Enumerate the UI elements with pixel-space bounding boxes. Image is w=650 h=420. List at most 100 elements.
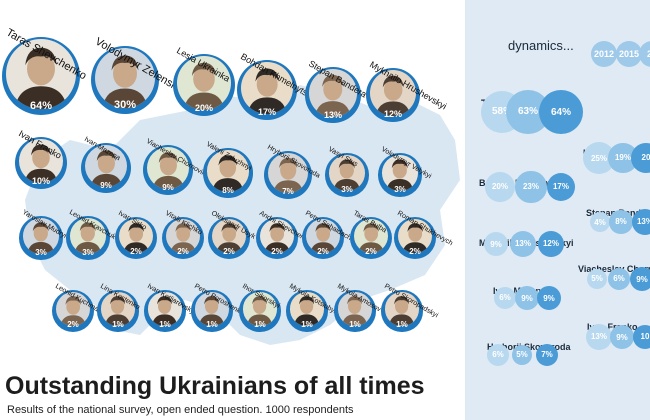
portrait-photo bbox=[70, 218, 106, 254]
percentage-label: 9% bbox=[100, 181, 112, 191]
dynamics-title: dynamics... bbox=[508, 38, 574, 53]
percentage-label: 13% bbox=[323, 109, 342, 120]
portrait-silhouette-icon bbox=[24, 144, 58, 183]
portrait-silhouette-icon bbox=[102, 55, 148, 108]
dynamics-value-circle: 17% bbox=[546, 172, 576, 202]
portrait-photo bbox=[305, 218, 341, 254]
main-panel: 64% Taras Shevchenko 30% Volodymyr Zelensky… bbox=[2, 26, 460, 416]
portrait-silhouette-icon bbox=[216, 223, 242, 254]
year-marker: 20 bbox=[639, 41, 650, 67]
person-bubble: 2% bbox=[207, 216, 251, 260]
percentage-label: 64% bbox=[29, 100, 53, 112]
portrait-photo bbox=[146, 146, 190, 190]
percentage-label: 2% bbox=[317, 247, 329, 257]
percentage-label: 3% bbox=[394, 184, 406, 194]
portrait-photo bbox=[338, 292, 372, 326]
dynamics-value-circle: 12% bbox=[538, 231, 564, 257]
percentage-label: 3% bbox=[341, 184, 353, 194]
percentage-label: 1% bbox=[254, 319, 266, 329]
portrait-silhouette-icon bbox=[333, 159, 361, 191]
percentage-label: 2% bbox=[177, 247, 189, 257]
portrait-silhouette-icon bbox=[315, 75, 351, 117]
dynamics-value-circle: 6% bbox=[608, 268, 630, 290]
portrait-silhouette-icon bbox=[152, 296, 178, 326]
percentage-label: 2% bbox=[409, 247, 421, 257]
portrait-photo bbox=[6, 39, 76, 109]
portrait-silhouette-icon bbox=[27, 222, 55, 254]
portrait-photo bbox=[177, 56, 231, 110]
ukraine-map-background bbox=[25, 85, 460, 345]
person-bubble: 10% bbox=[15, 137, 67, 189]
portrait-silhouette-icon bbox=[199, 296, 225, 326]
person-bubble: 2% bbox=[349, 216, 393, 260]
dynamics-value-circle: 9% bbox=[537, 286, 561, 310]
portrait-silhouette-icon bbox=[272, 157, 304, 194]
chart-title: Outstanding Ukrainians of all times bbox=[5, 372, 425, 400]
dynamics-value-circle: 13% bbox=[631, 208, 650, 236]
percentage-label: 20% bbox=[194, 103, 213, 113]
percentage-label: 10% bbox=[31, 176, 50, 186]
dynamics-value-circle: 13% bbox=[509, 230, 537, 258]
dynamics-value-circle: 20 bbox=[631, 143, 650, 173]
dynamics-value-circle: 20% bbox=[485, 172, 515, 202]
portrait-photo bbox=[211, 218, 247, 254]
portrait-photo bbox=[165, 218, 201, 254]
portrait-photo bbox=[19, 139, 63, 183]
person-bubble: 1% bbox=[381, 290, 423, 332]
dynamics-value-circle: 7% bbox=[535, 343, 559, 367]
person-bubble: 3% bbox=[66, 216, 110, 260]
dynamics-value-circle: 10 bbox=[632, 324, 650, 350]
portrait-silhouette-icon bbox=[389, 296, 415, 326]
dynamics-value-circle: 4% bbox=[590, 212, 610, 232]
percentage-label: 3% bbox=[82, 247, 94, 257]
portrait-silhouette-icon bbox=[247, 296, 273, 326]
portrait-silhouette-icon bbox=[294, 296, 320, 326]
portrait-photo bbox=[207, 150, 249, 192]
percentage-label: 3% bbox=[35, 247, 47, 257]
portrait-silhouette-icon bbox=[183, 62, 225, 110]
chart-subtitle: Results of the national survey, open end… bbox=[7, 404, 354, 416]
person-bubble: 3% bbox=[325, 153, 369, 197]
portrait-silhouette-icon bbox=[212, 155, 244, 192]
percentage-label: 1% bbox=[396, 319, 408, 329]
year-marker: 2015 bbox=[616, 41, 642, 67]
percentage-label: 9% bbox=[162, 183, 174, 193]
person-bubble: 2% bbox=[255, 216, 299, 260]
person-bubble: 2% bbox=[114, 216, 158, 260]
portrait-photo bbox=[382, 155, 418, 191]
percentage-label: 1% bbox=[206, 319, 218, 329]
dynamics-value-circle: 8% bbox=[609, 210, 633, 234]
portrait-photo bbox=[290, 292, 324, 326]
percentage-label: 30% bbox=[113, 99, 137, 111]
person-bubble: 1% bbox=[286, 290, 328, 332]
percentage-label: 7% bbox=[282, 187, 294, 197]
dynamics-value-circle: 9% bbox=[610, 325, 634, 349]
person-bubble: 13% bbox=[305, 67, 361, 123]
portrait-photo bbox=[84, 144, 128, 188]
portrait-photo bbox=[240, 61, 294, 115]
portrait-photo bbox=[118, 218, 154, 254]
percentage-label: 17% bbox=[257, 107, 276, 118]
person-bubble: 1% bbox=[191, 290, 233, 332]
portrait-photo bbox=[23, 218, 59, 254]
portrait-silhouette-icon bbox=[60, 296, 86, 327]
portrait-photo bbox=[148, 292, 182, 326]
portrait-photo bbox=[309, 69, 357, 117]
dynamics-value-circle: 64% bbox=[539, 90, 583, 134]
person-bubble: 9% bbox=[80, 142, 132, 194]
percentage-label: 2% bbox=[67, 320, 79, 330]
percentage-label: 1% bbox=[301, 319, 313, 329]
portrait-silhouette-icon bbox=[264, 223, 290, 254]
percentage-label: 8% bbox=[222, 185, 234, 195]
person-bubble: 2% bbox=[161, 216, 205, 260]
person-bubble: 9% bbox=[142, 144, 194, 196]
person-bubble: 12% bbox=[365, 67, 421, 123]
portrait-photo bbox=[353, 218, 389, 254]
portrait-silhouette-icon bbox=[310, 223, 336, 254]
percentage-label: 1% bbox=[112, 319, 124, 329]
person-bubble: 30% bbox=[91, 46, 159, 114]
portrait-silhouette-icon bbox=[105, 296, 131, 326]
percentage-label: 12% bbox=[383, 109, 402, 120]
person-bubble: 3% bbox=[19, 216, 63, 260]
